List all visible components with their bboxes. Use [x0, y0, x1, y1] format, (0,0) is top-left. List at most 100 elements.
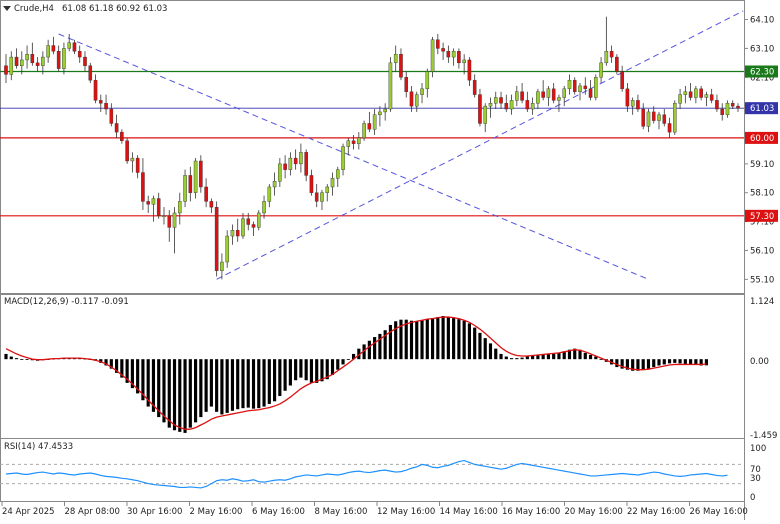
macd-histogram-bar	[120, 359, 124, 378]
macd-histogram-bar	[483, 338, 487, 360]
macd-histogram-bar	[236, 359, 240, 410]
candle-bull	[20, 59, 24, 66]
candle-bull	[393, 53, 398, 64]
candle-bull	[536, 91, 540, 104]
macd-histogram-bar	[631, 359, 635, 371]
macd-histogram-bar	[383, 330, 387, 360]
macd-histogram-bar	[578, 349, 582, 360]
candle-bull	[462, 59, 466, 64]
candle-bull	[220, 261, 224, 271]
candle-bear	[204, 186, 208, 202]
candle-bear	[199, 160, 203, 188]
candle-bear	[156, 198, 161, 217]
ohlc-label: 61.08 61.18 60.92 61.03	[62, 4, 167, 14]
rsi-line	[5, 459, 728, 489]
candle-bull	[262, 201, 266, 214]
price-tag-label: 57.30	[750, 212, 774, 222]
macd-histogram-bar	[415, 321, 419, 360]
macd-histogram-bar	[25, 359, 29, 360]
macd-histogram-bar	[615, 359, 619, 368]
candle-bear	[615, 56, 619, 72]
candle-bear	[478, 94, 482, 124]
price-tag-label: 61.03	[750, 104, 774, 114]
macd-histogram-bar	[357, 348, 361, 360]
date-axis-label: 20 May 16:00	[565, 507, 623, 517]
candle-bull	[578, 85, 582, 92]
candle-bear	[499, 97, 503, 104]
candle-bear	[467, 59, 472, 81]
macd-histogram-bar	[172, 359, 177, 431]
price-axis-label: 57.10	[750, 218, 774, 228]
candle-bull	[509, 100, 514, 110]
candle-bull	[430, 39, 435, 72]
candle-bear	[293, 157, 298, 165]
rsi-scale-30: 30	[750, 474, 761, 484]
macd-histogram-bar	[225, 359, 229, 413]
macd-scale-zero: 0.00	[750, 357, 769, 367]
candle-bull	[493, 97, 498, 104]
macd-histogram-bar	[283, 359, 287, 391]
dropdown-triangle-icon[interactable]	[3, 6, 11, 11]
macd-histogram-bar	[694, 359, 698, 365]
candle-bear	[404, 77, 409, 92]
candle-bear	[141, 172, 145, 202]
candle-bear	[88, 65, 93, 81]
macd-histogram-bar	[188, 359, 192, 428]
symbol-label: Crude,H4	[14, 4, 54, 14]
candle-bear	[283, 163, 287, 170]
macd-histogram-bar	[699, 359, 703, 366]
candle-bull	[288, 157, 293, 170]
candle-bull	[335, 169, 340, 179]
candle-bear	[214, 206, 219, 271]
candle-bull	[299, 152, 303, 165]
price-tag-box	[745, 102, 778, 115]
macd-histogram-bar	[209, 359, 213, 407]
candle-bull	[594, 77, 598, 98]
macd-histogram-bar	[9, 356, 13, 360]
candle-bull	[325, 186, 330, 193]
candle-bear	[736, 105, 740, 109]
candle-bull	[378, 111, 382, 116]
macd-histogram-bar	[436, 317, 440, 360]
macd-histogram-bar	[488, 343, 493, 360]
macd-histogram-bar	[341, 359, 345, 365]
macd-histogram-bar	[473, 327, 477, 360]
macd-histogram-bar	[457, 319, 461, 360]
macd-histogram-bar	[362, 344, 366, 360]
candle-bull	[557, 97, 561, 101]
date-axis-label: 26 May 16:00	[690, 507, 748, 517]
price-tag-label: 62.30	[750, 68, 774, 78]
candle-bull	[646, 111, 651, 127]
macd-histogram-bar	[251, 359, 256, 409]
candle-bear	[709, 94, 714, 101]
candle-bear	[4, 65, 8, 75]
candle-bull	[341, 146, 345, 170]
macd-scale-top: 1.124	[750, 297, 774, 307]
candle-bull	[162, 215, 166, 218]
candle-bear	[367, 123, 372, 130]
macd-histogram-bar	[320, 359, 324, 382]
macd-histogram-bar	[673, 359, 677, 363]
trendline	[58, 33, 649, 280]
candle-bull	[278, 163, 282, 182]
rsi-pane-frame	[0, 438, 745, 502]
candle-bear	[720, 108, 724, 116]
macd-histogram-bar	[430, 318, 435, 360]
candle-bear	[14, 56, 19, 66]
candle-bear	[99, 100, 103, 104]
candle-bull	[488, 103, 493, 107]
macd-histogram-bar	[646, 359, 651, 369]
candle-bear	[304, 152, 308, 176]
macd-histogram-bar	[425, 319, 429, 360]
price-tag-box	[745, 131, 778, 144]
macd-histogram-bar	[241, 359, 245, 409]
macd-histogram-bar	[409, 320, 414, 360]
candle-bear	[109, 108, 114, 124]
price-axis-label: 58.10	[750, 189, 774, 199]
candle-bull	[272, 180, 277, 188]
macd-histogram-bar	[151, 359, 156, 412]
candle-bull	[683, 91, 688, 95]
candle-bear	[251, 224, 256, 228]
macd-histogram-bar	[299, 359, 303, 378]
macd-histogram-bar	[652, 359, 656, 368]
